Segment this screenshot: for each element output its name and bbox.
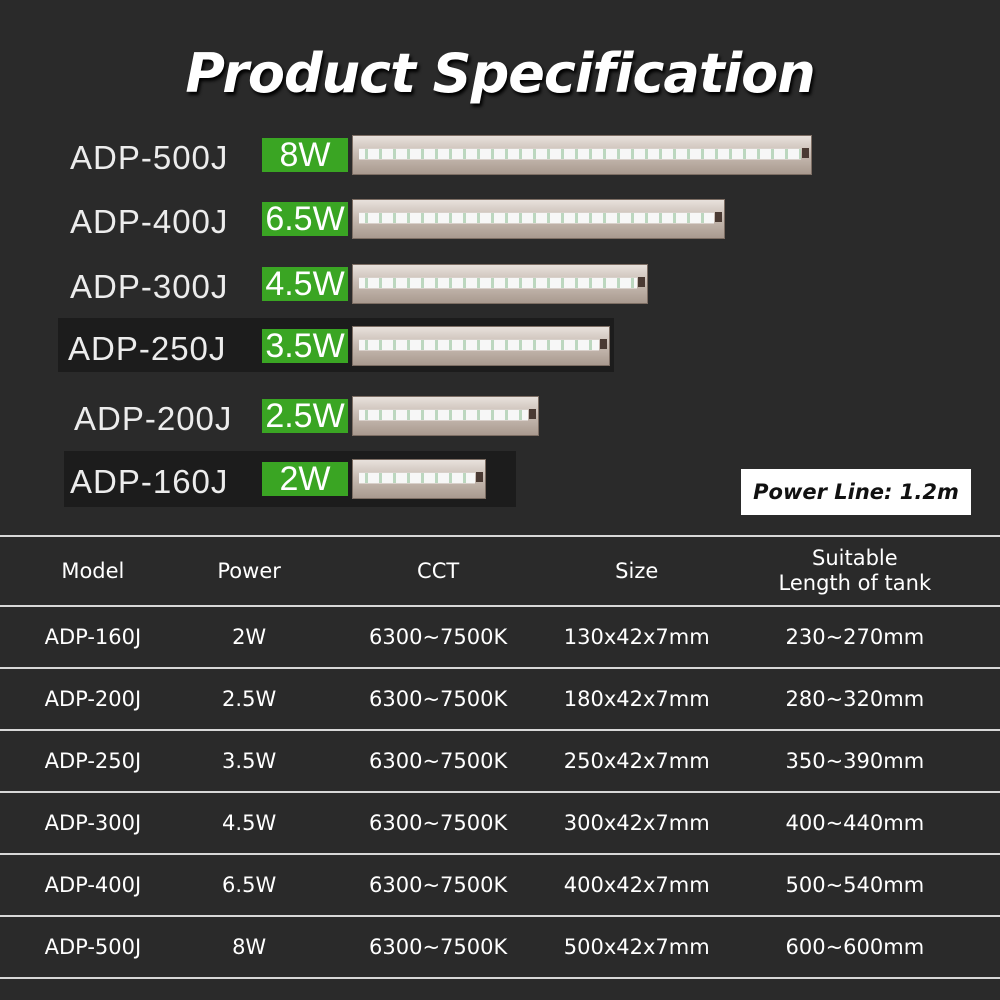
table-cell: 6300~7500K [312, 729, 564, 792]
table-cell: 2W [185, 605, 313, 668]
table-cell: 6300~7500K [312, 667, 564, 730]
power-badge: 2W [262, 462, 348, 496]
column-header: CCT [312, 535, 564, 606]
table-row: ADP-200J 2.5W 6300~7500K 180x42x7mm 280~… [0, 667, 1000, 730]
led-light-bar-image [352, 264, 648, 304]
table-cell: 400~440mm [709, 791, 1000, 854]
table-row: ADP-400J 6.5W 6300~7500K 400x42x7mm 500~… [0, 853, 1000, 916]
table-cell: 6300~7500K [312, 791, 564, 854]
product-row: ADP-250J 3.5W [0, 318, 1000, 376]
table-cell: 4.5W [185, 791, 313, 854]
table-cell: 350~390mm [709, 729, 1000, 792]
model-label: ADP-300J [70, 268, 229, 305]
model-label: ADP-200J [74, 400, 233, 437]
table-cell: 400x42x7mm [563, 853, 710, 916]
table-cell: 130x42x7mm [563, 605, 710, 668]
led-light-bar-image [352, 396, 539, 436]
column-header: Model [0, 535, 186, 606]
table-cell: ADP-300J [0, 791, 186, 854]
table-cell: 500~540mm [709, 853, 1000, 916]
table-row: ADP-250J 3.5W 6300~7500K 250x42x7mm 350~… [0, 729, 1000, 792]
table-cell: 600~600mm [709, 915, 1000, 979]
table-cell: 2.5W [185, 667, 313, 730]
power-badge: 6.5W [262, 202, 348, 236]
table-cell: ADP-250J [0, 729, 186, 792]
table-cell: 8W [185, 915, 313, 979]
column-header: Suitable Length of tank [709, 535, 1000, 606]
model-label: ADP-400J [70, 203, 229, 240]
table-cell: ADP-200J [0, 667, 186, 730]
table-cell: ADP-500J [0, 915, 186, 979]
spec-table: Model Power CCT Size Suitable Length of … [0, 535, 1000, 979]
led-light-bar-image [352, 199, 725, 239]
table-cell: 500x42x7mm [563, 915, 710, 979]
table-cell: 6.5W [185, 853, 313, 916]
power-badge: 4.5W [262, 267, 348, 301]
table-row: ADP-300J 4.5W 6300~7500K 300x42x7mm 400~… [0, 791, 1000, 854]
model-label: ADP-500J [70, 139, 229, 176]
table-cell: 280~320mm [709, 667, 1000, 730]
power-badge: 3.5W [262, 329, 348, 363]
table-row: ADP-160J 2W 6300~7500K 130x42x7mm 230~27… [0, 605, 1000, 668]
product-row: ADP-200J 2.5W [0, 396, 1000, 446]
column-header: Size [563, 535, 710, 606]
led-light-bar-image [352, 326, 610, 366]
table-cell: 230~270mm [709, 605, 1000, 668]
table-header-row: Model Power CCT Size Suitable Length of … [0, 535, 1000, 606]
table-cell: 6300~7500K [312, 853, 564, 916]
led-light-bar-image [352, 135, 812, 175]
page-title: Product Specification [185, 42, 815, 105]
table-cell: ADP-160J [0, 605, 186, 668]
table-cell: 6300~7500K [312, 915, 564, 979]
column-header: Power [185, 535, 313, 606]
power-badge: 8W [262, 138, 348, 172]
product-row: ADP-160J 2W [0, 451, 1000, 509]
model-label: ADP-160J [70, 463, 229, 500]
table-row: ADP-500J 8W 6300~7500K 500x42x7mm 600~60… [0, 915, 1000, 979]
table-cell: 250x42x7mm [563, 729, 710, 792]
led-light-bar-image [352, 459, 486, 499]
power-line-label: Power Line: 1.2m [741, 469, 971, 515]
table-cell: ADP-400J [0, 853, 186, 916]
product-row: ADP-400J 6.5W [0, 199, 1000, 249]
power-badge: 2.5W [262, 399, 348, 433]
table-cell: 300x42x7mm [563, 791, 710, 854]
product-row: ADP-300J 4.5W [0, 264, 1000, 314]
table-cell: 3.5W [185, 729, 313, 792]
model-label: ADP-250J [68, 330, 227, 367]
table-cell: 180x42x7mm [563, 667, 710, 730]
product-row: ADP-500J 8W [0, 135, 1000, 185]
table-cell: 6300~7500K [312, 605, 564, 668]
